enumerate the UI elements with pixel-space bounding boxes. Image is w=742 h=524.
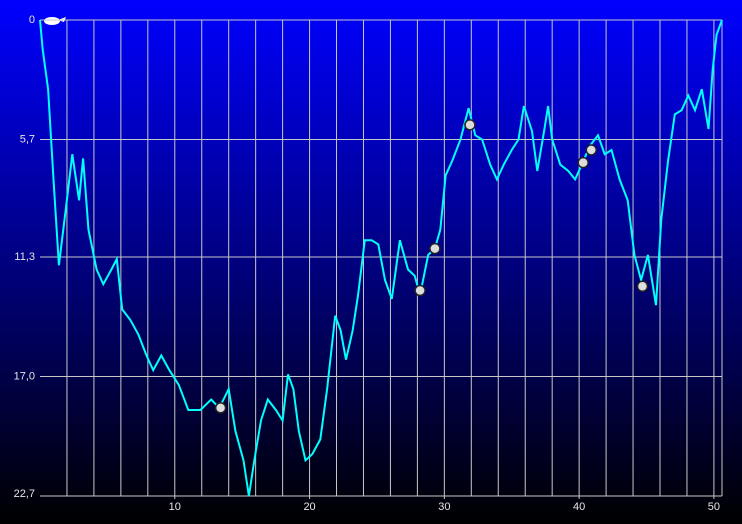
y-tick-label: 0 [29, 14, 35, 26]
event-marker [577, 156, 589, 169]
y-tick-label: 11,3 [14, 251, 35, 263]
event-marker [636, 280, 649, 293]
depth-line [39, 19, 723, 497]
y-tick-label: 5,7 [20, 133, 35, 145]
x-tick-label: 10 [169, 501, 181, 513]
y-tick-label: 22,7 [14, 488, 35, 500]
event-marker [214, 402, 227, 414]
x-tick-label: 20 [303, 501, 315, 513]
event-marker [585, 144, 598, 156]
event-marker [429, 242, 441, 255]
y-tick-label: 17,0 [14, 370, 35, 382]
event-marker [414, 284, 426, 297]
event-marker [464, 119, 476, 131]
x-tick-label: 50 [708, 501, 720, 513]
x-tick-label: 30 [438, 501, 450, 513]
x-tick-label: 40 [573, 501, 585, 513]
